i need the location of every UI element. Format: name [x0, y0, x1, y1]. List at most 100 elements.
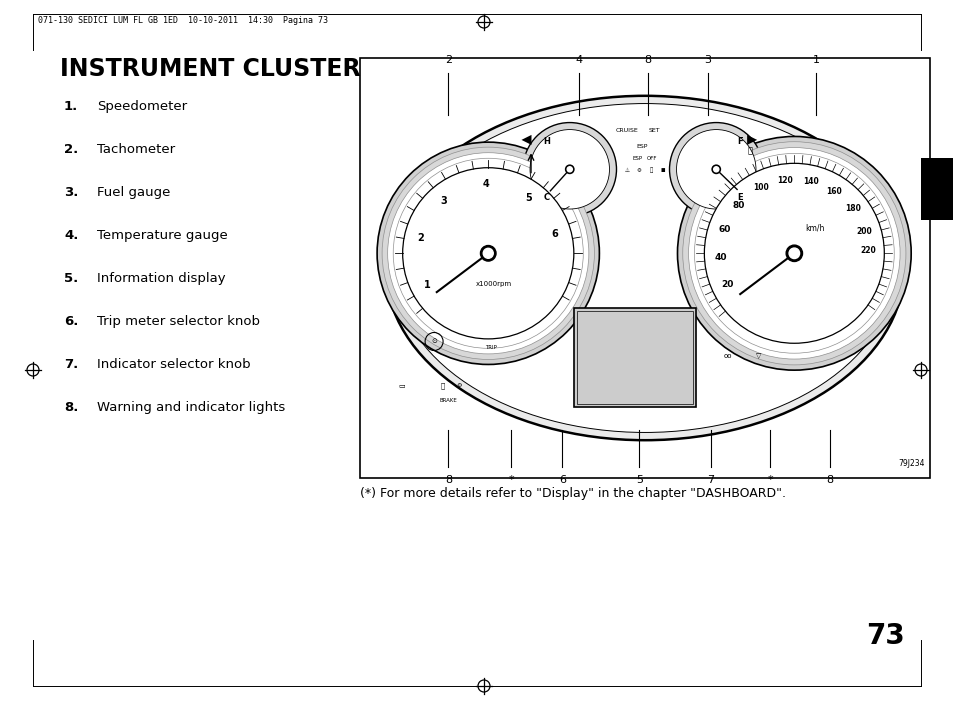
Text: 200: 200 [856, 227, 872, 237]
Text: 8.: 8. [64, 401, 78, 414]
Text: km/h: km/h [805, 223, 824, 232]
Text: 2: 2 [444, 55, 452, 65]
Text: 180: 180 [844, 205, 861, 213]
Bar [573, 308, 696, 407]
Text: Fuel gauge: Fuel gauge [97, 186, 171, 199]
Text: 73: 73 [865, 622, 904, 650]
Text: 120: 120 [777, 176, 792, 185]
Text: 8: 8 [643, 55, 651, 65]
Text: Speedometer: Speedometer [97, 100, 187, 113]
Ellipse shape [682, 142, 905, 365]
Text: 140: 140 [802, 177, 818, 186]
Text: 8: 8 [444, 475, 452, 485]
Text: x1000rpm: x1000rpm [476, 282, 512, 287]
Ellipse shape [387, 152, 588, 354]
Text: 1: 1 [812, 55, 819, 65]
Text: C: C [543, 193, 549, 202]
Text: 071-130 SEDICI LUM FL GB 1ED  10-10-2011  14:30  Pagina 73: 071-130 SEDICI LUM FL GB 1ED 10-10-2011 … [38, 16, 328, 25]
Text: 160: 160 [825, 187, 841, 196]
Text: ⚠: ⚠ [624, 167, 629, 172]
Text: 5: 5 [635, 475, 642, 485]
Text: 40: 40 [714, 253, 726, 262]
Text: 7: 7 [706, 475, 714, 485]
Text: *: * [508, 475, 514, 485]
Text: 4: 4 [482, 179, 489, 189]
Text: (*) For more details refer to "Display" in the chapter "DASHBOARD".: (*) For more details refer to "Display" … [359, 487, 785, 500]
Bar [577, 311, 693, 404]
Text: TRIP: TRIP [485, 345, 497, 350]
Text: H: H [542, 137, 549, 145]
Text: 3: 3 [440, 196, 447, 205]
Text: ⓪: ⓪ [440, 382, 444, 389]
Text: 5: 5 [525, 193, 532, 203]
Circle shape [713, 167, 718, 172]
Circle shape [480, 246, 496, 261]
Text: Temperature gauge: Temperature gauge [97, 229, 228, 242]
Text: 3: 3 [703, 55, 710, 65]
Text: ESP: ESP [636, 143, 647, 148]
Text: E: E [736, 193, 741, 202]
Ellipse shape [522, 123, 616, 216]
Text: Warning and indicator lights: Warning and indicator lights [97, 401, 285, 414]
Ellipse shape [694, 153, 893, 353]
Text: INSTRUMENT CLUSTER: INSTRUMENT CLUSTER [60, 57, 360, 81]
Text: 60: 60 [718, 225, 730, 234]
Text: 1.: 1. [64, 100, 78, 113]
Text: BRAKE: BRAKE [439, 397, 456, 403]
Text: 1: 1 [423, 280, 430, 289]
Circle shape [567, 167, 572, 172]
Text: ▭: ▭ [398, 383, 404, 388]
Bar [359, 58, 929, 478]
Text: 2: 2 [417, 233, 424, 243]
Text: ⛽: ⛽ [747, 146, 752, 155]
Text: CRUISE: CRUISE [615, 128, 638, 133]
Text: 220: 220 [860, 246, 875, 256]
Circle shape [788, 248, 799, 258]
Text: 4: 4 [576, 55, 582, 65]
Ellipse shape [677, 136, 910, 370]
Ellipse shape [402, 168, 574, 339]
Text: 7.: 7. [64, 358, 78, 371]
Ellipse shape [669, 123, 762, 216]
Circle shape [711, 165, 720, 174]
Text: 2.: 2. [64, 143, 78, 156]
Text: 80: 80 [732, 201, 744, 210]
Ellipse shape [703, 163, 883, 343]
Text: ⊙: ⊙ [431, 338, 436, 345]
Text: F: F [736, 137, 741, 145]
Text: 6.: 6. [64, 315, 78, 328]
Text: Trip meter selector knob: Trip meter selector knob [97, 315, 260, 328]
Circle shape [483, 249, 493, 258]
Text: 5.: 5. [64, 272, 78, 285]
Text: Indicator selector knob: Indicator selector knob [97, 358, 251, 371]
Text: 8: 8 [826, 475, 833, 485]
Ellipse shape [676, 130, 755, 209]
Text: 👤: 👤 [649, 167, 652, 173]
Circle shape [785, 245, 801, 261]
Text: 6: 6 [551, 229, 558, 239]
Ellipse shape [376, 142, 598, 364]
Text: ◼: ◼ [660, 167, 665, 172]
Text: 3.: 3. [64, 186, 78, 199]
Text: oo: oo [722, 353, 731, 359]
Text: ⚙: ⚙ [636, 167, 641, 172]
Text: Tachometer: Tachometer [97, 143, 175, 156]
Text: OFF: OFF [646, 155, 657, 160]
Text: SET: SET [648, 128, 659, 133]
Ellipse shape [393, 158, 582, 348]
Text: 79J234: 79J234 [898, 459, 924, 468]
Ellipse shape [530, 130, 609, 209]
Text: 6: 6 [558, 475, 565, 485]
Text: ▽: ▽ [756, 353, 760, 359]
Text: 4.: 4. [64, 229, 78, 242]
Text: ⚙: ⚙ [456, 383, 462, 388]
Text: 100: 100 [752, 184, 768, 192]
Ellipse shape [382, 147, 594, 359]
Bar [920, 158, 953, 220]
Ellipse shape [395, 104, 894, 433]
Text: Information display: Information display [97, 272, 226, 285]
Ellipse shape [688, 148, 899, 359]
Text: 20: 20 [720, 280, 733, 289]
Circle shape [565, 165, 574, 174]
Text: ESP: ESP [632, 155, 641, 160]
